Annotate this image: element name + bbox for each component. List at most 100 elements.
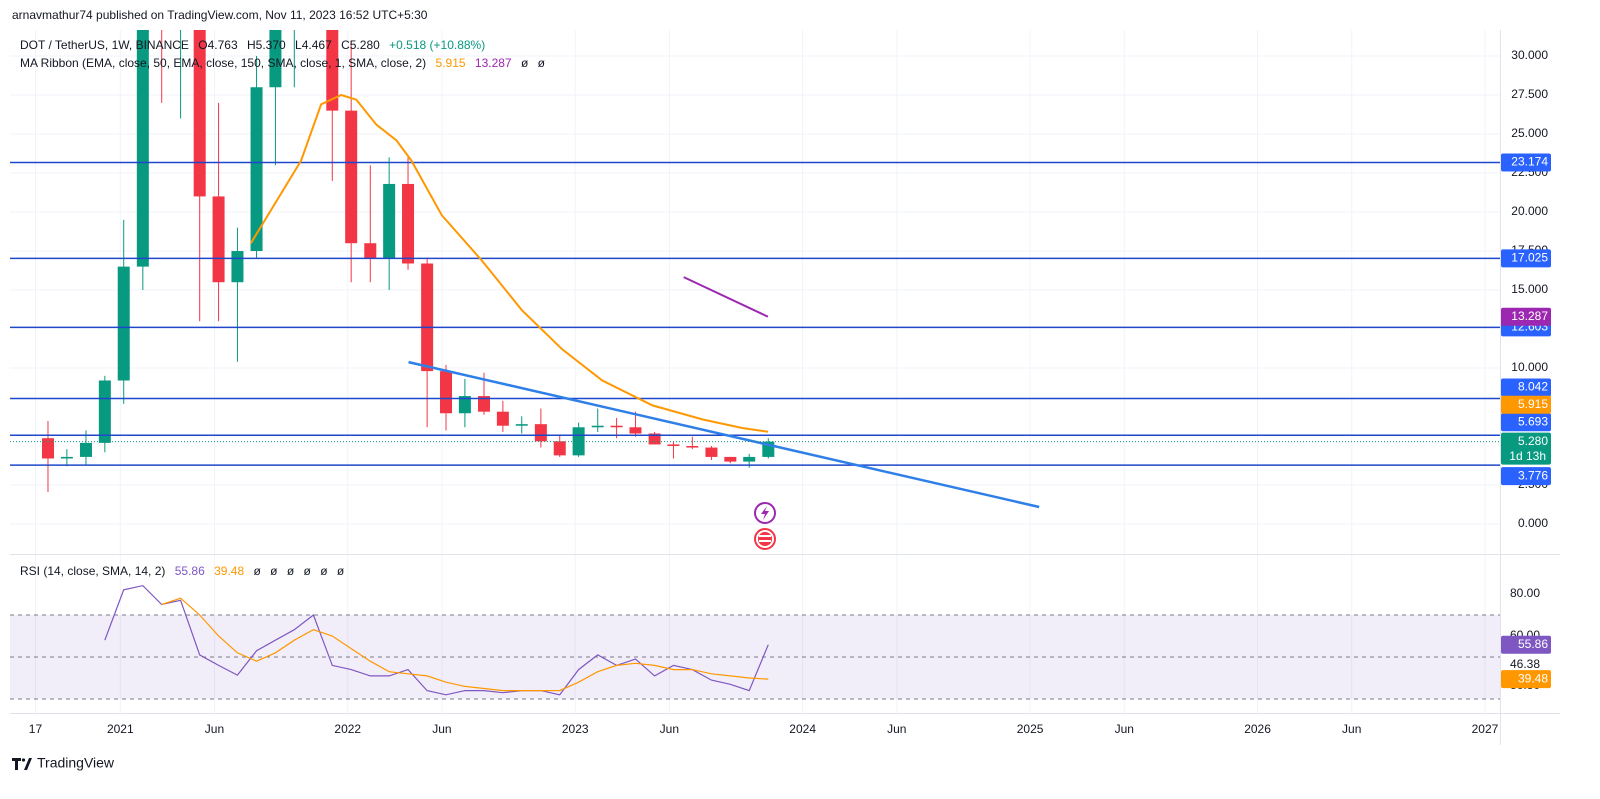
rsi-value: 55.86 [175, 564, 205, 578]
y-tick-label: 20.000 [1511, 204, 1548, 218]
level-label: 8.042 [1518, 380, 1548, 394]
rsi-line [104, 584, 769, 696]
level-label-bg [1501, 378, 1551, 397]
candle-body [383, 183, 396, 259]
level-label-bg [1501, 467, 1551, 486]
x-tick-label: Jun [1342, 722, 1361, 736]
x-tick-label: 2024 [789, 722, 816, 736]
rsi-value-label: 55.86 [1518, 637, 1548, 651]
rsi-value-label-bg [1501, 635, 1551, 654]
candle-body [345, 110, 358, 244]
candle-body [610, 425, 623, 428]
x-tick-label: 2027 [1472, 722, 1499, 736]
candle-body [60, 456, 73, 459]
ma-label: 13.287 [1511, 309, 1548, 323]
rsi-flag: ø [270, 564, 278, 578]
candle-body [667, 444, 680, 446]
y-tick-label: 10.000 [1511, 360, 1548, 374]
quote: L4.467 [295, 38, 332, 52]
rsi-legend: RSI (14, close, SMA, 14, 2) 55.86 39.48 … [20, 564, 345, 578]
y-tick-label: 0.000 [1518, 516, 1548, 530]
event-icon[interactable] [754, 502, 776, 524]
last-price-label: 5.280 [1518, 434, 1548, 448]
candle-body [629, 427, 642, 434]
rsi-pane [10, 584, 1500, 700]
candle-body [515, 424, 528, 426]
economic-event-icon[interactable] [754, 528, 776, 550]
candle-body [421, 263, 434, 372]
ma-label: 5.915 [1518, 397, 1548, 411]
y-tick-label: 80.00 [1510, 586, 1540, 600]
candle-body [402, 183, 415, 264]
candle-body [231, 251, 244, 283]
price-pane [10, 30, 1500, 509]
x-tick-label: Jun [660, 722, 679, 736]
x-tick-label: Jun [887, 722, 906, 736]
indicator-value: 5.915 [436, 56, 466, 70]
level-label: 23.174 [1511, 155, 1548, 169]
candle-body [553, 441, 566, 456]
quote: H5.370 [247, 38, 286, 52]
brand-logo [12, 758, 32, 770]
candle-body [79, 442, 92, 457]
candle-body [686, 445, 699, 448]
level-label-bg [1501, 413, 1551, 432]
rsi-sma-label-bg [1501, 670, 1551, 689]
rsi-flag: ø [253, 564, 261, 578]
grid [10, 30, 1500, 713]
candle-body [477, 396, 490, 412]
candle-body [136, 30, 149, 267]
y-tick-label: 25.000 [1511, 126, 1548, 140]
candle-body [572, 427, 585, 456]
x-tick-label: Jun [205, 722, 224, 736]
candle-body [117, 266, 130, 381]
ma-label-bg [1501, 395, 1551, 414]
candle-body [326, 30, 339, 111]
candle-body [250, 87, 263, 252]
candle-body [743, 456, 756, 462]
level-label: 5.693 [1518, 414, 1548, 428]
x-tick-label: 2026 [1244, 722, 1271, 736]
level-label-bg [1501, 249, 1551, 268]
quote: O4.763 [198, 38, 238, 52]
level-label: 3.776 [1518, 468, 1548, 482]
candle-body [440, 371, 453, 414]
candle-body [496, 411, 509, 426]
y-tick-label: 15.000 [1511, 282, 1548, 296]
x-tick-label: 2025 [1017, 722, 1044, 736]
candle-body [212, 196, 225, 283]
indicator-flag: ø [521, 56, 529, 70]
symbol-legend: DOT / TetherUS, 1W, BINANCE O4.763 H5.37… [20, 38, 485, 52]
candle-body [648, 433, 661, 445]
last-price-bg [1501, 432, 1551, 465]
x-tick-label: Jun [432, 722, 451, 736]
quote: C5.280 [341, 38, 380, 52]
level-label-bg [1501, 153, 1551, 172]
x-tick-label: 2023 [562, 722, 589, 736]
x-tick-label: Jun [1115, 722, 1134, 736]
brand-name: TradingView [37, 755, 115, 771]
published-line: arnavmathur74 published on TradingView.c… [12, 8, 428, 22]
rsi-flag: ø [337, 564, 345, 578]
candle-body [193, 30, 206, 197]
indicator-legend: MA Ribbon (EMA, close, 50, EMA, close, 1… [20, 56, 546, 70]
moving-average [250, 93, 769, 433]
indicator-title: MA Ribbon (EMA, close, 50, EMA, close, 1… [20, 56, 426, 70]
indicator-flag: ø [538, 56, 546, 70]
rsi-sma-line [161, 597, 769, 692]
candle-body [534, 424, 547, 442]
x-tick-label: 17 [29, 722, 43, 736]
rsi-flag: ø [320, 564, 328, 578]
y-tick-label: 46.38 [1510, 657, 1540, 671]
x-tick-label: 2021 [107, 722, 134, 736]
candle-body [724, 456, 737, 462]
candle-body [269, 30, 282, 88]
trendline [408, 360, 1040, 509]
candle-body [705, 447, 718, 457]
y-tick-label: 30.000 [1511, 48, 1548, 62]
x-tick-label: 2022 [334, 722, 361, 736]
level-label: 17.025 [1511, 251, 1548, 265]
rsi-sma-value: 39.48 [214, 564, 244, 578]
